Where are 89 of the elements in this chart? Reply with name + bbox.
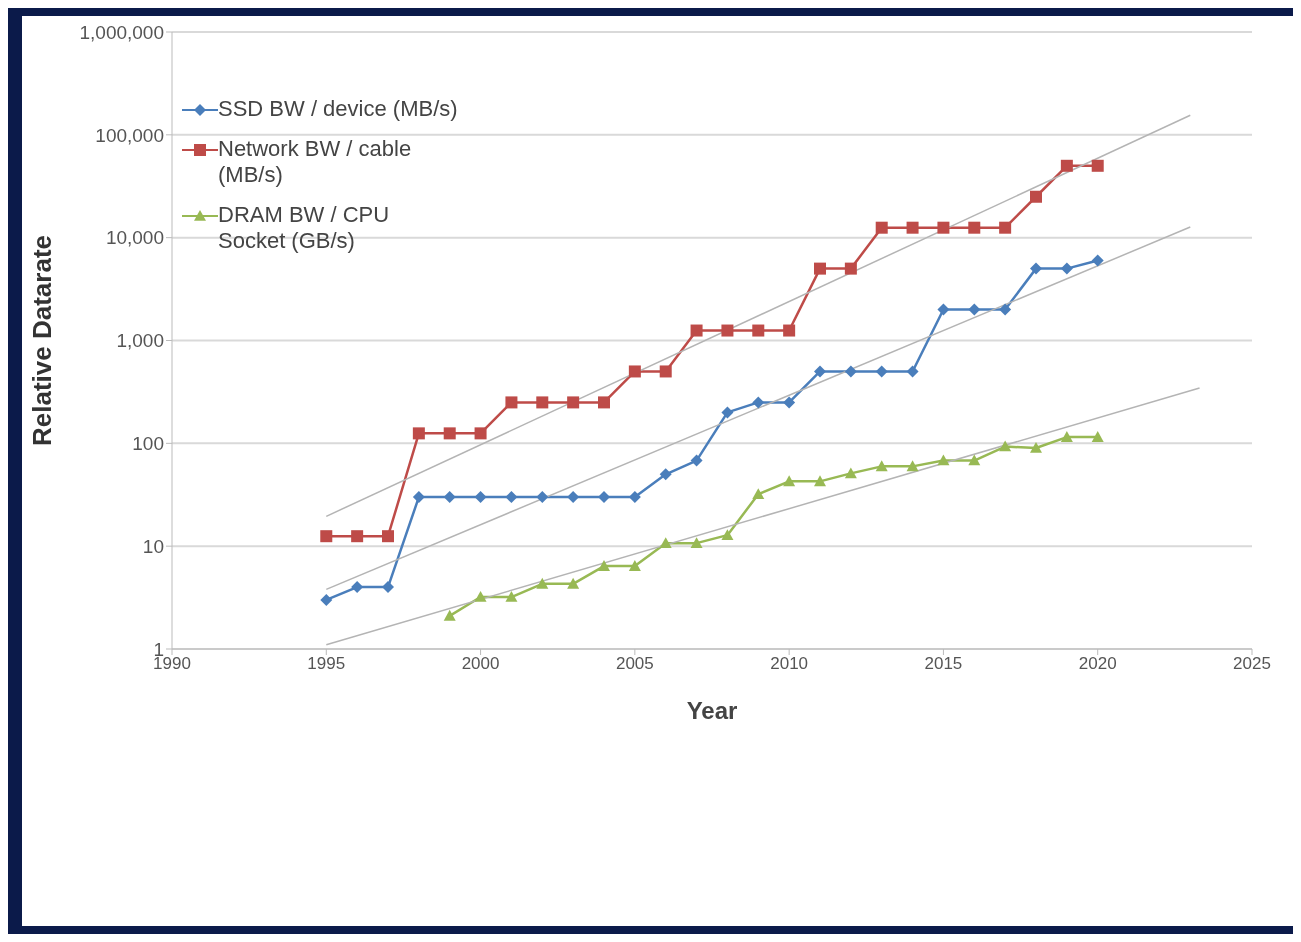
point — [968, 221, 981, 234]
point — [567, 577, 580, 589]
point — [382, 530, 394, 543]
point — [844, 365, 857, 378]
x-tick-label: 2025 — [1233, 654, 1271, 674]
point — [412, 491, 425, 504]
point — [690, 454, 703, 467]
point — [659, 537, 672, 548]
x-tick-label: 2015 — [924, 654, 963, 674]
point — [1030, 190, 1042, 203]
point — [783, 475, 796, 487]
point — [567, 396, 580, 409]
point — [474, 491, 487, 504]
point — [412, 427, 425, 440]
point — [721, 529, 734, 540]
x-tick-label: 2020 — [1078, 654, 1117, 674]
point — [844, 262, 857, 275]
point — [1060, 159, 1073, 172]
x-tick-label: 2005 — [615, 654, 654, 674]
point — [1060, 262, 1073, 275]
point — [783, 396, 796, 409]
x-tick-label: 2000 — [461, 654, 500, 674]
point — [598, 396, 610, 409]
point — [443, 491, 456, 504]
point — [875, 221, 888, 234]
point — [844, 467, 857, 479]
point — [906, 460, 919, 472]
point — [690, 324, 703, 337]
legend-label: DRAM BW / CPU Socket (GB/s) — [218, 202, 391, 254]
point — [598, 491, 610, 504]
point — [1030, 262, 1042, 275]
point — [937, 454, 950, 466]
point — [968, 454, 981, 466]
x-tick-label: 2010 — [770, 654, 809, 674]
y-tick-label: 10 — [142, 535, 164, 557]
point — [814, 262, 826, 275]
point — [505, 591, 518, 602]
point — [1091, 159, 1104, 172]
point — [443, 609, 456, 621]
point — [351, 530, 364, 543]
y-axis-title: Relative Datarate — [27, 235, 58, 446]
point — [968, 303, 981, 316]
point — [659, 365, 672, 378]
point — [474, 427, 487, 440]
point — [999, 303, 1012, 316]
point — [628, 365, 641, 378]
x-tick-label: 1995 — [307, 654, 346, 674]
point — [536, 396, 549, 409]
point — [937, 221, 950, 234]
point — [690, 537, 703, 548]
point — [320, 530, 333, 543]
point — [598, 560, 610, 571]
point — [875, 460, 888, 472]
point — [752, 396, 765, 409]
point — [906, 221, 919, 234]
point — [1030, 442, 1042, 453]
point — [382, 581, 394, 594]
point — [474, 591, 487, 602]
point — [875, 365, 888, 378]
y-tick-label: 1,000 — [116, 330, 164, 352]
point — [443, 427, 456, 440]
point — [814, 365, 826, 378]
point — [906, 365, 919, 378]
point — [783, 324, 796, 337]
point — [999, 221, 1012, 234]
legend-label: Network BW / cable (MB/s) — [218, 136, 413, 188]
y-tick-label: 100 — [132, 433, 164, 455]
point — [999, 440, 1012, 452]
point — [505, 396, 518, 409]
y-tick-label: 10,000 — [105, 227, 164, 249]
point — [659, 468, 672, 481]
y-tick-label: 1,000,000 — [79, 21, 164, 43]
point — [814, 475, 826, 487]
point — [721, 324, 734, 337]
point — [752, 324, 765, 337]
point — [1091, 431, 1104, 442]
y-tick-label: 100,000 — [95, 124, 164, 146]
point — [536, 577, 549, 589]
point — [628, 560, 641, 571]
point — [1091, 254, 1104, 267]
legend-label: SSD BW / device (MB/s) — [218, 96, 458, 122]
point — [1060, 431, 1073, 442]
point — [536, 491, 549, 504]
point — [505, 491, 518, 504]
point — [937, 303, 950, 316]
point — [320, 593, 333, 606]
point — [752, 488, 765, 500]
x-axis-title: Year — [686, 697, 738, 724]
point — [721, 406, 734, 419]
